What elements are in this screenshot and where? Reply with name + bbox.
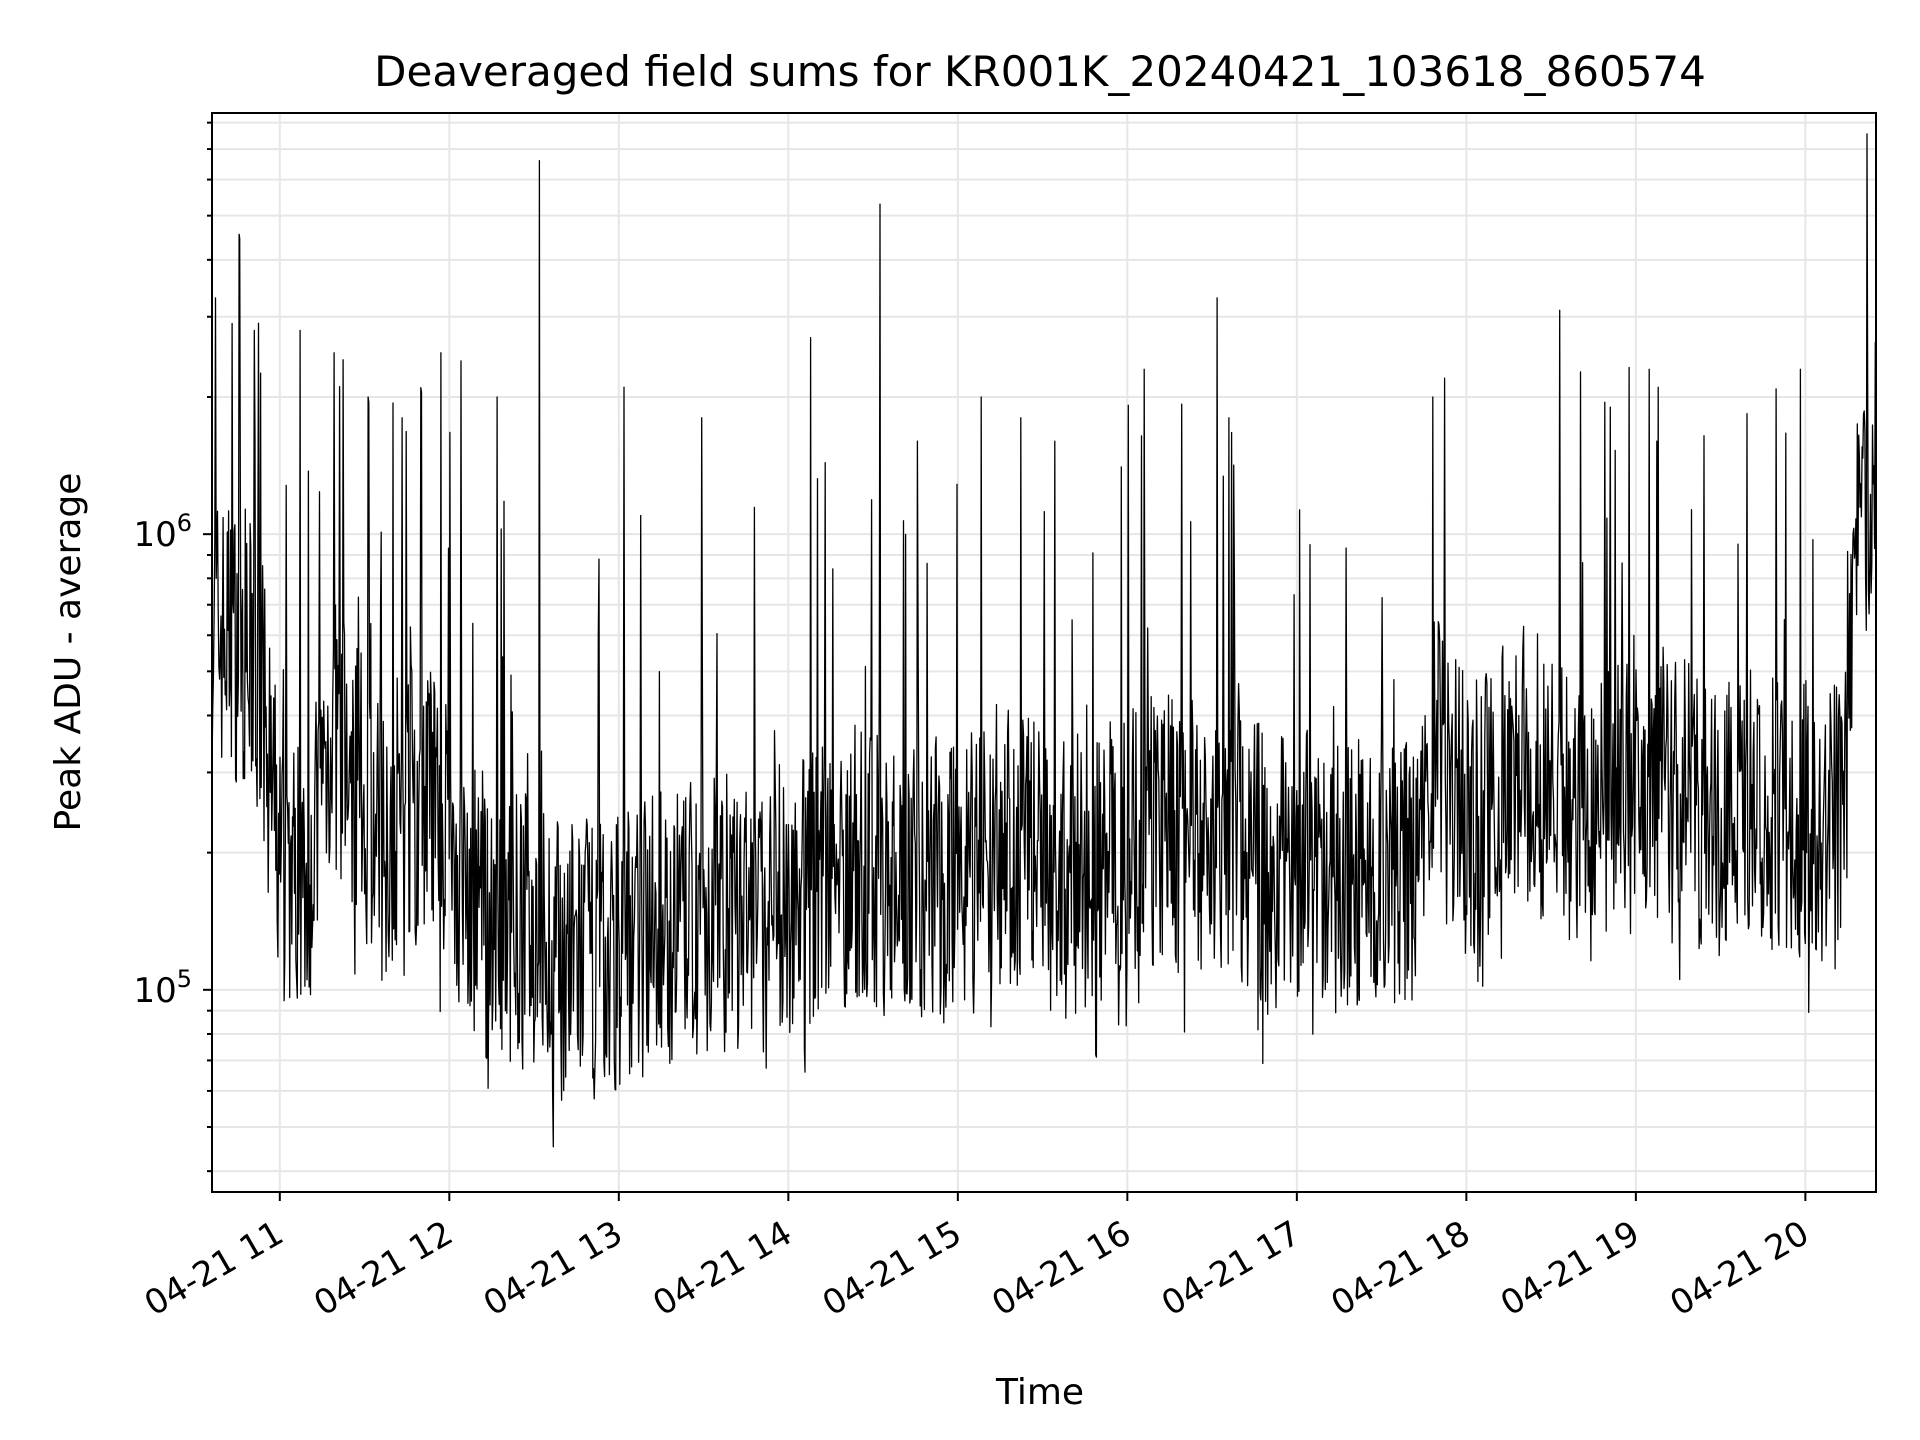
x-axis-label: Time [995,1372,1084,1413]
y-tick-label: 105 [133,965,192,1011]
plot-frame [211,112,1877,1193]
series-line [211,133,1877,1148]
chart-title: Deaveraged field sums for KR001K_2024042… [374,47,1706,96]
y-axis-label: Peak ADU - average [48,473,89,832]
series-path [211,133,1877,1148]
y-tick-label: 106 [133,509,192,555]
